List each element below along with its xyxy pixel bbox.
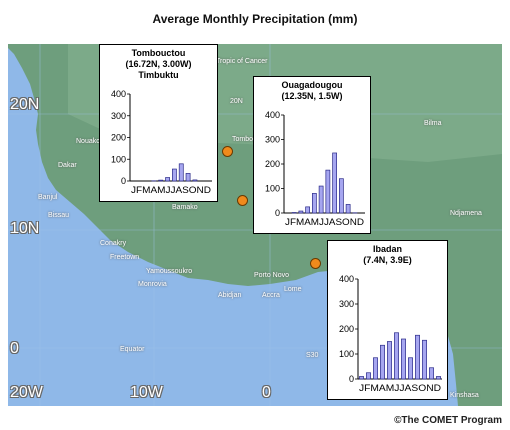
bar-chart-ibadan: 0 100 200 300 400 JFMAMJJASOND: [339, 274, 442, 393]
month-labels: JFMAMJJASOND: [359, 383, 442, 393]
bar-M: [158, 179, 164, 182]
bar-J: [325, 169, 331, 214]
label-abidjan: Abidjan: [218, 292, 242, 299]
label-tombouctou: Tombouctou: [232, 136, 271, 143]
label-dakar: Dakar: [58, 162, 77, 169]
bar-J: [401, 338, 406, 380]
inset-title-line: (16.72N, 3.00W): [125, 59, 192, 69]
label-20n-line: 20N: [230, 98, 243, 105]
y-tick-label: 300: [339, 299, 354, 309]
y-tick-label: 400: [111, 89, 126, 99]
inset-chart-ibadan: Ibadan (7.4N, 3.9E) 0 100 200 300 400 JFMAMJJA…: [327, 240, 448, 400]
credit-text: ©The COMET Program: [394, 415, 502, 426]
label-equator: Equator: [120, 346, 145, 353]
label-accra: Accra: [262, 292, 280, 299]
label-lome: Lome: [284, 286, 302, 293]
bar-chart-tombouctou: 0 100 200 300 400 JFMAMJJASOND: [111, 89, 212, 195]
inset-title-line: Ouagadougou: [281, 80, 343, 90]
label-yamoussoukro: Yamoussoukro: [146, 268, 193, 275]
label-monrovia: Monrovia: [138, 281, 167, 288]
bar-J: [318, 185, 324, 214]
label-nouakchott: Nouakchott: [76, 138, 112, 145]
y-tick-label: 200: [265, 159, 280, 169]
bar-N: [429, 367, 434, 380]
station-marker-ibadan[interactable]: [310, 258, 321, 269]
label-freetown: Freetown: [110, 254, 140, 261]
label-bamako: Bamako: [172, 204, 198, 211]
label-s30: S30: [306, 352, 319, 359]
y-tick-label: 300: [111, 111, 126, 121]
y-tick-label: 0: [121, 176, 126, 186]
label-bissau: Bissau: [48, 212, 70, 219]
y-tick-label: 100: [339, 349, 354, 359]
y-tick-label: 0: [275, 208, 280, 218]
bar-O: [422, 339, 427, 380]
inset-title-line: (12.35N, 1.5W): [281, 91, 343, 101]
inset-title-ibadan: Ibadan (7.4N, 3.9E): [328, 244, 447, 266]
bar-A: [332, 152, 337, 214]
bar-F: [366, 372, 371, 380]
label-conakry: Conakry: [100, 240, 127, 247]
y-tick-label: 100: [111, 154, 126, 164]
bar-M: [373, 357, 378, 380]
bar-J: [165, 177, 170, 182]
lon-label-10w: 10W: [130, 384, 163, 401]
bar-S: [185, 173, 191, 182]
month-labels: JFMAMJJASOND: [285, 217, 365, 227]
inset-title-line: Ibadan: [372, 244, 402, 254]
inset-title-line: Tombouctou: [131, 48, 186, 58]
lon-label-20w: 20W: [10, 384, 43, 401]
lat-label-10n: 10N: [10, 220, 40, 237]
inset-title-ouagadougou: Ouagadougou (12.35N, 1.5W): [254, 80, 370, 102]
y-tick-label: 0: [349, 374, 354, 384]
lat-label-0: 0: [10, 340, 19, 357]
inset-title-line: Timbuktu: [138, 70, 179, 80]
station-marker-tombouctou[interactable]: [222, 146, 233, 157]
y-tick-label: 200: [339, 324, 354, 334]
y-tick-label: 400: [265, 110, 280, 120]
label-ndjamena: Ndjamena: [450, 210, 482, 217]
bar-A: [305, 206, 310, 214]
bar-A: [408, 357, 413, 380]
bar-O: [345, 204, 351, 214]
bar-M: [298, 210, 304, 214]
lat-label-20n: 20N: [10, 96, 40, 113]
y-tick-label: 400: [339, 274, 354, 284]
label-bilma: Bilma: [424, 120, 442, 127]
page-title: Average Monthly Precipitation (mm): [152, 12, 358, 26]
inset-chart-tombouctou: Tombouctou (16.72N, 3.00W) Timbuktu 0 100 20…: [99, 44, 218, 202]
bar-O: [192, 179, 198, 182]
bar-S: [415, 334, 420, 380]
lon-label-0: 0: [262, 384, 271, 401]
y-tick-label: 100: [265, 184, 280, 194]
bar-J: [172, 168, 177, 182]
month-labels: JFMAMJJASOND: [131, 185, 212, 195]
bar-M: [311, 193, 317, 214]
bar-J: [394, 332, 399, 380]
label-kinshasa: Kinshasa: [450, 392, 479, 399]
label-banjul: Banjul: [38, 194, 58, 201]
bar-A: [178, 163, 184, 182]
y-tick-label: 200: [111, 133, 126, 143]
bar-A: [380, 344, 385, 380]
station-marker-ouagadougou[interactable]: [237, 195, 248, 206]
y-tick-label: 300: [265, 135, 280, 145]
inset-title-line: (7.4N, 3.9E): [363, 255, 412, 265]
bar-chart-ouagadougou: 0 100 200 300 400 JFMAMJJASOND: [265, 110, 365, 227]
inset-chart-ouagadougou: Ouagadougou (12.35N, 1.5W) 0 100 200 300 400 J…: [253, 76, 371, 234]
label-tropic-of-cancer: Tropic of Cancer: [216, 58, 268, 65]
bar-J: [359, 376, 364, 380]
bar-D: [436, 376, 441, 380]
inset-title-tombouctou: Tombouctou (16.72N, 3.00W) Timbuktu: [100, 48, 217, 81]
bar-M: [387, 341, 392, 380]
bar-S: [338, 178, 344, 214]
label-porto-novo: Porto Novo: [254, 272, 290, 279]
